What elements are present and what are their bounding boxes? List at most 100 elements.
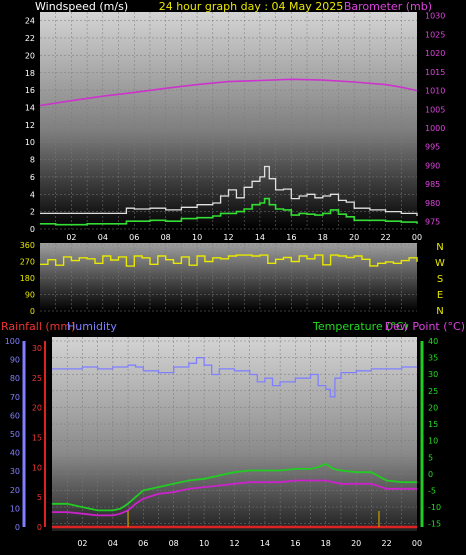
humidity-y-tick-label: 80 (10, 374, 20, 383)
temp-x-tick-label: 00 (412, 539, 422, 548)
temp-x-tick-label: 02 (77, 539, 87, 548)
wind-y-tick-label: 6 (30, 173, 35, 182)
chart-title: 24 hour graph day : 04 May 2025 (159, 0, 344, 13)
temperature-y-tick-label: 40 (428, 337, 438, 346)
humidity-y-tick-label: 100 (5, 337, 20, 346)
wind-y-tick-label: 18 (25, 69, 35, 78)
barometer-y-tick-label: 1000 (425, 124, 445, 133)
barometer-y-tick-label: 1015 (425, 68, 445, 77)
wind-y-tick-label: 20 (25, 51, 35, 60)
temperature-y-tick-label: -10 (428, 503, 441, 512)
barometer-y-tick-label: 975 (425, 218, 440, 227)
humidity-y-tick-label: 90 (10, 356, 20, 365)
temp-x-tick-label: 10 (199, 539, 209, 548)
compass-label: W (435, 258, 445, 269)
humidity-y-tick-label: 50 (10, 430, 20, 439)
temperature-y-tick-label: 25 (428, 387, 438, 396)
humidity-y-tick-label: 10 (10, 504, 20, 513)
direction-y-tick-label: 0 (30, 307, 35, 316)
dewpoint-line (52, 479, 417, 517)
barometer-y-tick-label: 1025 (425, 30, 445, 39)
temp-x-tick-label: 14 (260, 539, 270, 548)
wind-x-tick-label: 06 (129, 233, 139, 242)
temperature-y-tick-label: 35 (428, 354, 438, 363)
compass-label: N (436, 306, 443, 317)
dewpoint-title: Dew Point (°C) (385, 320, 465, 333)
direction-y-tick-label: 360 (20, 241, 35, 250)
humidity-line (52, 357, 417, 398)
wind-y-tick-label: 0 (30, 225, 35, 234)
wind-x-tick-label: 00 (412, 233, 422, 242)
wind-average-line (40, 197, 418, 226)
rainfall-y-tick-label: 5 (37, 493, 42, 502)
humidity-y-tick-label: 70 (10, 393, 20, 402)
temp-x-tick-label: 16 (290, 539, 300, 548)
humidity-y-tick-label: 30 (10, 467, 20, 476)
compass-label: N (436, 242, 443, 253)
barometer-y-tick-label: 1010 (425, 87, 445, 96)
temperature-y-tick-label: -15 (428, 520, 441, 529)
barometer-y-tick-label: 1005 (425, 105, 445, 114)
rainfall-y-tick-label: 20 (32, 404, 42, 413)
temperature-y-tick-label: 10 (428, 437, 438, 446)
wind-x-tick-label: 02 (66, 233, 76, 242)
wind-y-tick-label: 14 (25, 103, 35, 112)
wind-y-tick-label: 4 (30, 190, 35, 199)
temperature-y-tick-label: 0 (428, 470, 433, 479)
wind-y-tick-label: 24 (25, 17, 35, 26)
rainfall-title: Rainfall (mm) (1, 320, 75, 333)
temperature-title: Temperature (°C) (312, 320, 408, 333)
wind-x-tick-label: 16 (286, 233, 296, 242)
humidity-y-tick-label: 60 (10, 411, 20, 420)
direction-y-tick-label: 90 (25, 291, 35, 300)
temp-x-tick-label: 04 (108, 539, 118, 548)
temperature-y-tick-label: 15 (428, 420, 438, 429)
wind-x-tick-label: 22 (380, 233, 390, 242)
temp-x-tick-label: 06 (138, 539, 148, 548)
barometer-y-tick-label: 995 (425, 143, 440, 152)
wind-y-tick-label: 22 (25, 34, 35, 43)
temp-x-tick-label: 18 (321, 539, 331, 548)
barometer-y-tick-label: 1020 (425, 49, 445, 58)
wind-y-tick-label: 16 (25, 86, 35, 95)
wind-y-tick-label: 12 (25, 121, 35, 130)
temp-x-tick-label: 22 (381, 539, 391, 548)
rainfall-y-tick-label: 30 (32, 344, 42, 353)
wind-y-tick-label: 10 (25, 138, 35, 147)
barometer-line (39, 78, 418, 107)
barometer-y-tick-label: 985 (425, 180, 440, 189)
humidity-y-tick-label: 40 (10, 449, 20, 458)
wind-direction-line (40, 254, 418, 267)
wind-y-tick-label: 2 (30, 208, 35, 217)
wind-gust-line (40, 165, 418, 216)
temperature-y-tick-label: -5 (428, 486, 436, 495)
compass-label: E (437, 290, 443, 301)
rainfall-y-tick-label: 15 (32, 433, 42, 442)
direction-y-tick-label: 270 (20, 258, 35, 267)
humidity-y-tick-label: 20 (10, 486, 20, 495)
compass-label: S (437, 274, 443, 285)
rainfall-y-tick-label: 0 (37, 523, 42, 532)
wind-x-tick-label: 08 (161, 233, 171, 242)
wind-x-tick-label: 20 (349, 233, 359, 242)
temperature-y-tick-label: 30 (428, 370, 438, 379)
temp-x-tick-label: 08 (169, 539, 179, 548)
barometer-title: Barometer (mb) (344, 0, 432, 13)
barometer-y-tick-label: 990 (425, 161, 440, 170)
humidity-title: Humidity (67, 320, 117, 333)
wind-x-tick-label: 18 (318, 233, 328, 242)
direction-y-tick-label: 180 (20, 274, 35, 283)
temperature-line (52, 462, 417, 512)
barometer-y-tick-label: 1030 (425, 12, 445, 21)
rainfall-y-tick-label: 10 (32, 463, 42, 472)
temperature-y-tick-label: 20 (428, 403, 438, 412)
wind-x-tick-label: 10 (192, 233, 202, 242)
wind-x-tick-label: 04 (98, 233, 108, 242)
wind-x-tick-label: 12 (223, 233, 233, 242)
wind-x-tick-label: 14 (255, 233, 265, 242)
barometer-y-tick-label: 980 (425, 199, 440, 208)
temp-x-tick-label: 12 (229, 539, 239, 548)
temperature-y-tick-label: 5 (428, 453, 433, 462)
windspeed-title: Windspeed (m/s) (35, 0, 128, 13)
